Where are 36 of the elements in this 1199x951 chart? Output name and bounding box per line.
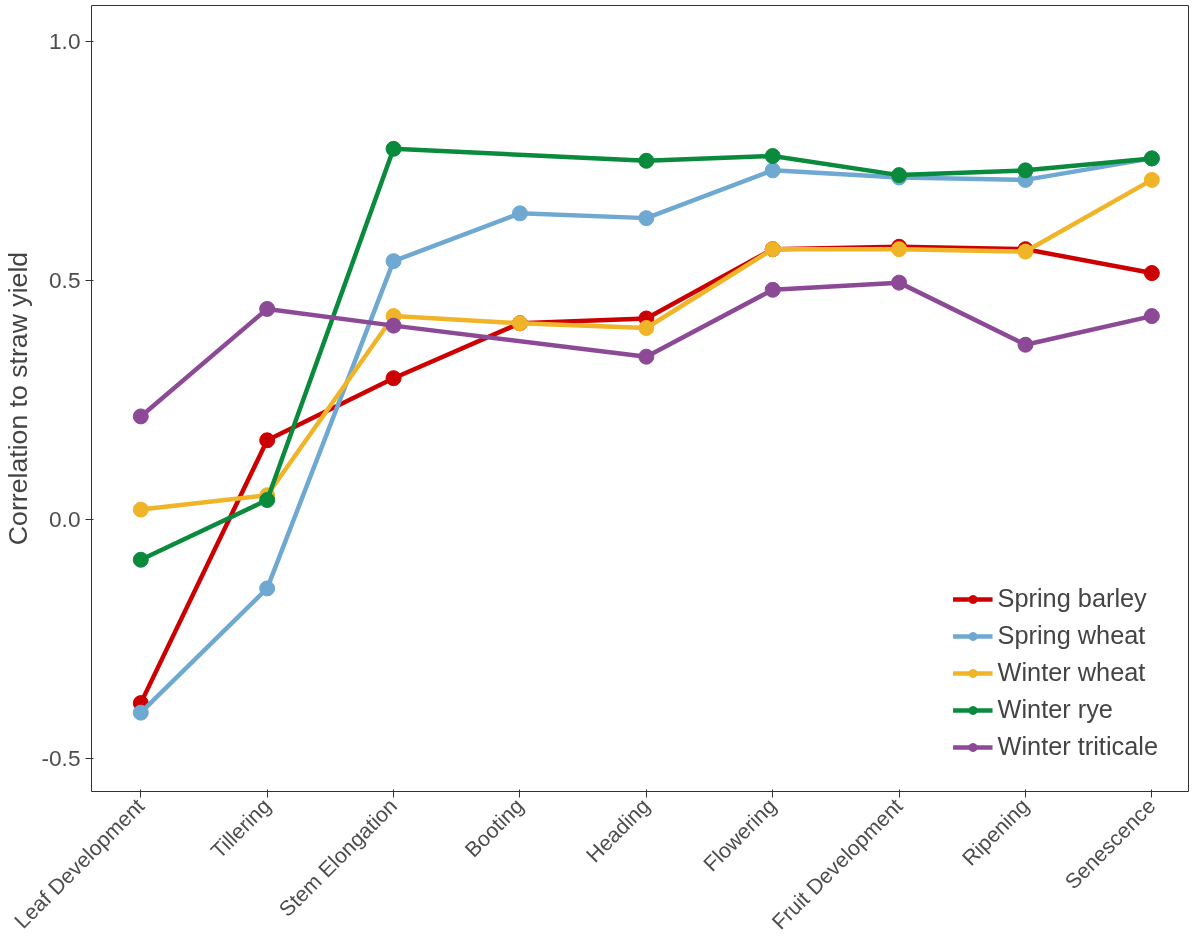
point [385, 140, 402, 157]
point [132, 501, 149, 518]
point [638, 210, 655, 227]
point [1017, 336, 1034, 353]
legend-label: Spring barley [997, 584, 1147, 613]
point [259, 492, 276, 509]
point [638, 152, 655, 169]
point [1143, 171, 1160, 188]
point [132, 551, 149, 568]
y-axis-title: Correlation to straw yield [3, 251, 34, 546]
y-tick-label: 1.0 [49, 27, 81, 54]
point [764, 162, 781, 179]
y-tick-label: 0.5 [49, 266, 81, 293]
point [764, 148, 781, 164]
point [259, 432, 276, 449]
point [385, 317, 402, 334]
legend-label: Winter triticale [997, 732, 1158, 761]
point [385, 253, 402, 270]
legend-label: Spring wheat [997, 621, 1146, 650]
point [1143, 308, 1160, 325]
legend-label: Winter rye [997, 695, 1113, 724]
point [259, 300, 276, 317]
point [132, 408, 149, 425]
point [1017, 162, 1034, 179]
y-tick-label: 0.0 [49, 505, 81, 532]
point [385, 370, 402, 387]
point [891, 274, 908, 291]
point [764, 281, 781, 298]
legend-label: Winter wheat [997, 658, 1146, 687]
point [132, 704, 149, 721]
y-tick-label: -0.5 [41, 744, 81, 771]
point [638, 320, 655, 337]
point [259, 580, 276, 597]
point [1143, 265, 1160, 282]
point [638, 348, 655, 365]
point [511, 205, 528, 222]
